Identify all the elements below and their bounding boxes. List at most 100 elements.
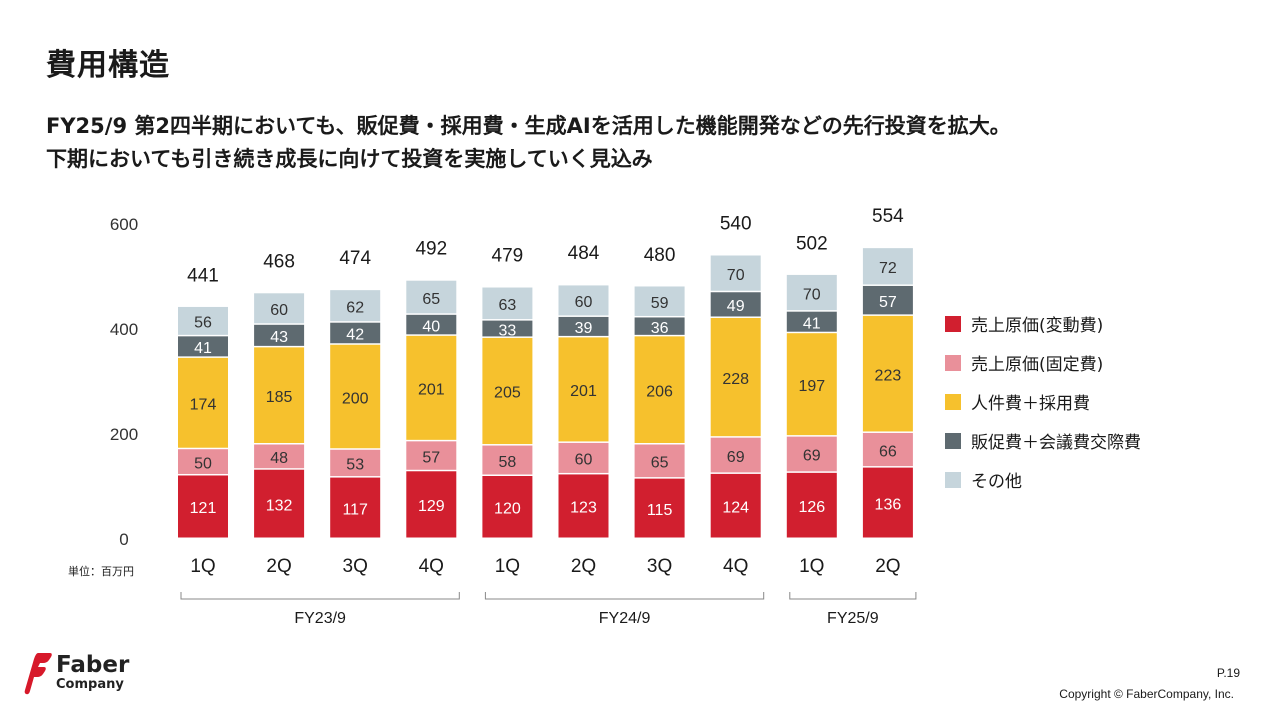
- group-label: FY24/9: [599, 610, 651, 627]
- bar-segment: [862, 432, 913, 467]
- legend-label: 人件費＋採用費: [971, 394, 1090, 414]
- total-value-label: 502: [796, 233, 828, 254]
- page-subtitle: FY25/9 第2四半期においても、販促費・採用費・生成AIを活用した機能開発な…: [46, 110, 1011, 176]
- bar-segment: [406, 280, 457, 314]
- bar-segment: [482, 337, 533, 445]
- group-label: FY25/9: [827, 610, 879, 627]
- segment-value-label: 56: [194, 315, 212, 332]
- subtitle-line-2: 下期においても引き続き成長に向けて投資を実施していく見込み: [46, 147, 653, 171]
- bar-segment: [710, 317, 761, 437]
- unit-label: 単位：百万円: [68, 565, 134, 578]
- segment-value-label: 33: [499, 322, 517, 339]
- total-value-label: 484: [568, 243, 600, 264]
- bar-segment: [254, 293, 305, 324]
- segment-value-label: 41: [803, 315, 821, 332]
- total-value-label: 540: [720, 214, 752, 235]
- segment-value-label: 201: [418, 382, 445, 399]
- y-tick-label: 200: [110, 425, 138, 444]
- bar-segment: [178, 449, 228, 474]
- segment-value-label: 41: [194, 340, 212, 357]
- bar-segment: [634, 286, 685, 316]
- bar-segment: [178, 357, 228, 448]
- segment-value-label: 115: [647, 502, 673, 519]
- bar-segment: [178, 306, 228, 335]
- bar-segment: [330, 477, 381, 538]
- segment-value-label: 132: [266, 497, 293, 514]
- segment-value-label: 72: [879, 260, 897, 277]
- bar-segment: [330, 449, 381, 477]
- bar-segment: [862, 285, 913, 315]
- segment-value-label: 205: [494, 385, 521, 402]
- segment-value-label: 57: [879, 294, 897, 311]
- legend-label: 販促費＋会議費交際費: [971, 433, 1141, 453]
- bar-segment: [710, 255, 761, 291]
- legend-label: 売上原価(変動費): [971, 316, 1104, 336]
- segment-value-label: 123: [570, 500, 597, 517]
- segment-value-label: 62: [346, 299, 364, 316]
- x-category-label: 2Q: [875, 556, 900, 577]
- bar-segment: [406, 335, 457, 440]
- bar-segment: [786, 311, 837, 332]
- bar-segment: [786, 333, 837, 436]
- legend-item: 売上原価(固定費): [945, 343, 1141, 382]
- segment-value-label: 120: [494, 501, 521, 518]
- faber-company-logo: Faber Company: [24, 651, 154, 699]
- bar-segment: [558, 285, 609, 316]
- segment-value-label: 65: [651, 455, 669, 472]
- segment-value-label: 60: [575, 294, 593, 311]
- bar-segment: [634, 317, 685, 335]
- group-label: FY23/9: [294, 610, 346, 627]
- legend-swatch: [945, 354, 961, 371]
- y-tick-label: 600: [110, 215, 138, 234]
- segment-value-label: 65: [422, 291, 440, 308]
- logo-text-faber: Faber: [56, 652, 130, 678]
- bar-segment: [330, 344, 381, 449]
- legend-item: 販促費＋会議費交際費: [945, 421, 1141, 460]
- x-category-label: 1Q: [495, 556, 520, 577]
- segment-value-label: 70: [727, 267, 745, 284]
- bar-segment: [254, 469, 305, 538]
- segment-value-label: 49: [727, 298, 745, 315]
- total-value-label: 554: [872, 206, 904, 227]
- segment-value-label: 223: [875, 367, 902, 384]
- bar-segment: [482, 287, 533, 320]
- segment-value-label: 124: [722, 499, 749, 516]
- bar-segment: [634, 478, 685, 538]
- group-bracket: [789, 592, 917, 600]
- bar-segment: [558, 337, 609, 442]
- page-number: P.19: [1216, 666, 1240, 680]
- bar-segment: [558, 316, 609, 336]
- segment-value-label: 126: [798, 499, 825, 516]
- segment-value-label: 63: [499, 297, 517, 314]
- bar-segment: [710, 437, 761, 473]
- bar-segment: [558, 474, 609, 538]
- segment-value-label: 174: [190, 397, 217, 414]
- total-value-label: 441: [187, 265, 219, 286]
- legend-item: その他: [945, 460, 1141, 499]
- bar-segment: [634, 444, 685, 478]
- legend-label: 売上原価(固定費): [971, 355, 1104, 375]
- bar-segment: [786, 472, 837, 538]
- segment-value-label: 36: [651, 320, 669, 337]
- bar-segment: [178, 336, 228, 357]
- bar-segment: [634, 336, 685, 443]
- total-value-label: 479: [492, 246, 524, 267]
- bar-segment: [786, 274, 837, 311]
- x-category-label: 4Q: [419, 556, 444, 577]
- segment-value-label: 197: [798, 378, 825, 395]
- group-bracket: [484, 592, 765, 600]
- bar-segment: [178, 475, 228, 538]
- total-value-label: 468: [263, 251, 295, 272]
- segment-value-label: 39: [575, 320, 593, 337]
- subtitle-line-1: FY25/9 第2四半期においても、販促費・採用費・生成AIを活用した機能開発な…: [46, 114, 1011, 138]
- segment-value-label: 59: [651, 295, 669, 312]
- legend-swatch: [945, 315, 961, 332]
- segment-value-label: 66: [879, 443, 897, 460]
- segment-value-label: 69: [803, 448, 821, 465]
- x-category-label: 1Q: [190, 556, 215, 577]
- segment-value-label: 40: [422, 318, 440, 335]
- group-bracket: [180, 592, 460, 600]
- copyright-text: Copyright © FaberCompany, Inc.: [1059, 687, 1234, 701]
- bar-segment: [406, 471, 457, 538]
- segment-value-label: 57: [422, 449, 440, 466]
